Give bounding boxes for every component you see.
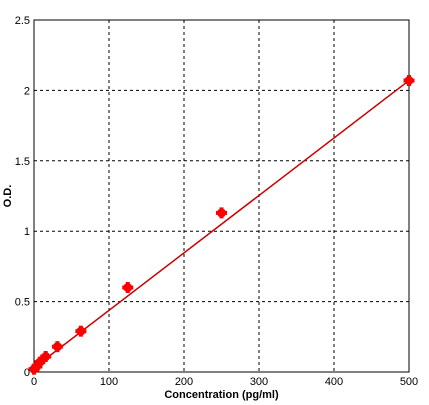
- data-point: [403, 75, 415, 87]
- x-tick-label: 0: [31, 376, 37, 388]
- data-point: [51, 341, 63, 353]
- x-tick-label: 400: [325, 376, 343, 388]
- x-tick-label: 500: [400, 376, 418, 388]
- fit-line-group: [33, 79, 410, 369]
- data-point: [75, 325, 87, 337]
- y-tick-label: 0.5: [15, 297, 30, 309]
- y-tick-label: 0: [24, 367, 30, 379]
- fit-line: [33, 79, 410, 369]
- y-tick-label: 2: [24, 85, 30, 97]
- data-point: [122, 282, 134, 294]
- y-tick-label: 1: [24, 226, 30, 238]
- x-axis-title: Concentration (pg/ml): [164, 389, 279, 401]
- y-tick-label: 1.5: [15, 156, 30, 168]
- data-point: [34, 356, 46, 368]
- x-tick-label: 100: [100, 376, 118, 388]
- plot-area: [33, 19, 410, 373]
- data-point: [216, 207, 227, 219]
- y-tick-label: 2.5: [15, 15, 30, 27]
- x-tick-label: 200: [175, 376, 193, 388]
- data-point: [40, 351, 52, 363]
- x-tick-labels: 0 100 200 300 400 500: [31, 376, 418, 388]
- y-axis-title: O.D.: [2, 185, 14, 208]
- data-points: [28, 75, 415, 375]
- x-tick-label: 300: [250, 376, 268, 388]
- y-tick-labels: 0 0.5 1 1.5 2 2.5: [15, 15, 30, 379]
